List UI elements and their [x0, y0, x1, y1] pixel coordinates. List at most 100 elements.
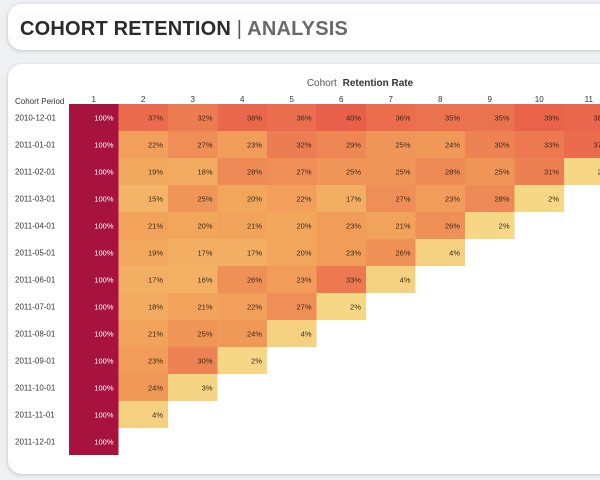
heatmap-cell[interactable]	[564, 131, 600, 158]
heatmap-cell[interactable]	[168, 104, 218, 131]
heatmap-cell[interactable]	[217, 293, 268, 320]
heatmap-cell[interactable]	[316, 293, 367, 320]
heatmap-cell[interactable]	[69, 212, 119, 239]
heatmap-cell[interactable]	[118, 266, 169, 293]
heatmap-cell[interactable]	[267, 239, 317, 266]
heatmap-cell[interactable]	[69, 266, 119, 293]
heatmap-cell[interactable]	[366, 266, 416, 293]
heatmap-cell[interactable]	[168, 239, 218, 266]
heatmap-cell[interactable]	[316, 104, 367, 131]
heatmap-cell[interactable]	[118, 320, 169, 347]
heatmap-cell[interactable]	[217, 104, 268, 131]
heatmap-cell[interactable]	[69, 158, 119, 185]
heatmap-cell[interactable]	[366, 158, 416, 185]
heatmap-cell[interactable]	[465, 158, 515, 185]
cell-value-label: 18%	[197, 168, 212, 177]
heatmap-cell[interactable]	[267, 104, 317, 131]
heatmap-cell[interactable]	[267, 131, 317, 158]
heatmap-cell[interactable]	[316, 158, 367, 185]
heatmap-cell[interactable]	[514, 131, 565, 158]
heatmap-cell[interactable]	[217, 212, 268, 239]
heatmap-cell[interactable]	[69, 401, 119, 428]
heatmap-cell[interactable]	[316, 212, 367, 239]
heatmap-cell[interactable]	[366, 212, 416, 239]
heatmap-cell[interactable]	[118, 347, 169, 374]
heatmap-cell[interactable]	[514, 185, 565, 212]
cell-value-label: 19%	[148, 249, 163, 258]
heatmap-cell[interactable]	[118, 212, 169, 239]
heatmap-cell[interactable]	[168, 185, 218, 212]
cell-value-label: 38%	[247, 114, 262, 123]
heatmap-cell[interactable]	[168, 347, 218, 374]
heatmap-cell[interactable]	[217, 266, 268, 293]
heatmap-cell[interactable]	[69, 131, 119, 158]
heatmap-cell[interactable]	[465, 131, 515, 158]
heatmap-cell[interactable]	[69, 320, 119, 347]
heatmap-cell[interactable]	[118, 293, 169, 320]
heatmap-cell[interactable]	[415, 104, 466, 131]
heatmap-cell[interactable]	[168, 131, 218, 158]
heatmap-cell[interactable]	[118, 401, 169, 428]
heatmap-cell[interactable]	[69, 185, 119, 212]
row-label: 2011-05-01	[15, 249, 56, 258]
heatmap-cell[interactable]	[267, 185, 317, 212]
heatmap-cell[interactable]	[316, 131, 367, 158]
heatmap-cell[interactable]	[564, 104, 600, 131]
heatmap-cell[interactable]	[465, 104, 515, 131]
heatmap-cell[interactable]	[217, 239, 268, 266]
cell-value-label: 25%	[395, 168, 410, 177]
heatmap-cell[interactable]	[316, 266, 367, 293]
heatmap-cell[interactable]	[267, 158, 317, 185]
heatmap-cell[interactable]	[415, 185, 466, 212]
heatmap-cell[interactable]	[168, 374, 218, 401]
heatmap-cell[interactable]	[316, 185, 367, 212]
heatmap-cell[interactable]	[514, 158, 565, 185]
heatmap-cell[interactable]	[267, 266, 317, 293]
heatmap-cell[interactable]	[217, 185, 268, 212]
heatmap-cell[interactable]	[564, 158, 600, 185]
cell-value-label: 2%	[598, 168, 600, 177]
heatmap-cell[interactable]	[217, 320, 268, 347]
heatmap-cell[interactable]	[217, 131, 268, 158]
heatmap-cell[interactable]	[69, 293, 119, 320]
heatmap-cell[interactable]	[415, 131, 466, 158]
heatmap-cell[interactable]	[118, 239, 169, 266]
heatmap-cell[interactable]	[69, 428, 119, 455]
heatmap-cell[interactable]	[514, 104, 565, 131]
cell-value-label: 31%	[544, 168, 559, 177]
heatmap-cell[interactable]	[415, 212, 466, 239]
heatmap-cell[interactable]	[118, 158, 169, 185]
heatmap-cell[interactable]	[69, 374, 119, 401]
heatmap-cell[interactable]	[168, 266, 218, 293]
heatmap-cell[interactable]	[217, 347, 268, 374]
heatmap-cell[interactable]	[465, 185, 515, 212]
row-label: 2011-04-01	[15, 222, 56, 231]
heatmap-cell[interactable]	[465, 212, 515, 239]
heatmap-cell[interactable]	[366, 239, 416, 266]
heatmap-cell[interactable]	[168, 212, 218, 239]
heatmap-cell[interactable]	[168, 158, 218, 185]
column-label: 4	[240, 95, 245, 104]
heatmap-cell[interactable]	[168, 293, 218, 320]
heatmap-cell[interactable]	[366, 131, 416, 158]
heatmap-cell[interactable]	[366, 104, 416, 131]
column-label: 8	[438, 95, 443, 104]
heatmap-cell[interactable]	[118, 185, 169, 212]
heatmap-cell[interactable]	[118, 374, 169, 401]
cell-value-label: 37%	[593, 141, 600, 150]
heatmap-cell[interactable]	[415, 239, 466, 266]
heatmap-cell[interactable]	[415, 158, 466, 185]
cell-value-label: 29%	[346, 141, 361, 150]
heatmap-cell[interactable]	[69, 239, 119, 266]
heatmap-cell[interactable]	[217, 158, 268, 185]
heatmap-cell[interactable]	[168, 320, 218, 347]
heatmap-cell[interactable]	[69, 104, 119, 131]
heatmap-cell[interactable]	[267, 293, 317, 320]
heatmap-cell[interactable]	[118, 131, 169, 158]
heatmap-cell[interactable]	[316, 239, 367, 266]
heatmap-cell[interactable]	[69, 347, 119, 374]
heatmap-cell[interactable]	[118, 104, 169, 131]
heatmap-cell[interactable]	[267, 320, 317, 347]
heatmap-cell[interactable]	[267, 212, 317, 239]
heatmap-cell[interactable]	[366, 185, 416, 212]
